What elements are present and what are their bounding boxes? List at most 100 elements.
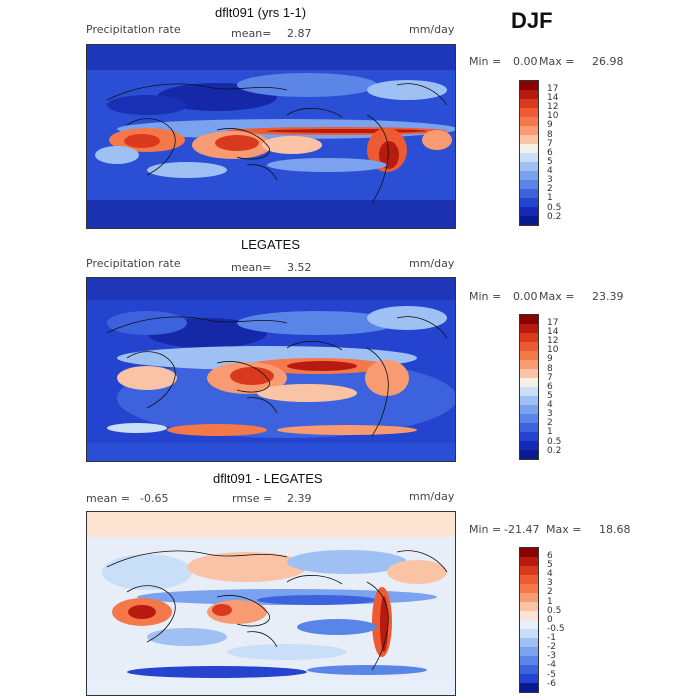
panel2-colorbar-tick-label: 7 (547, 373, 553, 383)
panel3-colorbar-tick-label: 2 (547, 587, 553, 597)
panel1-colorbar-seg (520, 108, 538, 117)
panel2-colorbar-seg (520, 450, 538, 459)
panel1-colorbar-seg (520, 126, 538, 135)
panel1-colorbar-tick-label: 7 (547, 139, 553, 149)
panel1-colorbar-seg (520, 216, 538, 225)
panel3-colorbar-seg (520, 638, 538, 647)
panel1-colorbar-tick-label: 9 (547, 120, 553, 130)
panel3-max-label: Max = (546, 523, 582, 536)
panel1-colorbar-seg (520, 207, 538, 216)
panel2-colorbar-tick-label: 10 (547, 345, 559, 355)
panel2-colorbar-tick-label: 2 (547, 418, 553, 428)
panel2-colorbar-seg (520, 432, 538, 441)
panel2-colorbar-seg (520, 360, 538, 369)
panel1-min-value: 0.00 (513, 55, 538, 68)
panel3-min-value: -21.47 (504, 523, 540, 536)
panel1-colorbar-tick-label: 14 (547, 93, 559, 103)
panel3-colorbar-tick-label: 4 (547, 569, 553, 579)
panel3-colorbar-tick-label: -2 (547, 642, 556, 652)
panel2-title: LEGATES (241, 237, 301, 252)
panel2-colorbar-tick-label: 0.5 (547, 437, 562, 447)
panel1-colorbar: 17 14 12 10 9 8 7 6 5 4 3 2 1 0.5 0.2 (519, 80, 561, 226)
panel3-difference-map (86, 511, 456, 696)
panel1-mean-value: 2.87 (287, 27, 312, 40)
panel2-variable-label: Precipitation rate (86, 257, 181, 270)
panel1-colorbar-seg (520, 171, 538, 180)
panel3-units: mm/day (409, 490, 455, 503)
panel2-colorbar-seg (520, 333, 538, 342)
panel1-colorbar-tick-label: 3 (547, 175, 553, 185)
panel3-colorbar-tick-label: -5 (547, 670, 556, 680)
panel3-min-label: Min = (469, 523, 502, 536)
panel2-colorbar-tick-label: 5 (547, 391, 553, 401)
panel3-colorbar-seg (520, 611, 538, 620)
panel1-colorbar-seg (520, 162, 538, 171)
panel1-colorbar-seg (520, 90, 538, 99)
panel2-colorbar-tick-label: 3 (547, 409, 553, 419)
panel1-max-label: Max = (539, 55, 575, 68)
panel2-colorbar-tick-label: 4 (547, 400, 553, 410)
panel3-colorbar-seg (520, 629, 538, 638)
panel3-colorbar-tick-label: 3 (547, 578, 553, 588)
panel2-colorbar-tick-label: 0.2 (547, 446, 562, 456)
panel2-colorbar-seg (520, 396, 538, 405)
panel3-colorbar-tick-label: -1 (547, 633, 556, 643)
season-label: DJF (511, 8, 553, 33)
panel3-colorbar-seg (520, 665, 538, 674)
panel3-colorbar: 6 5 4 3 2 1 0.5 0 -0.5 -1 -2 -3 -4 -5 -6 (519, 547, 565, 693)
panel2-colorbar-tick-label: 6 (547, 382, 553, 392)
panel2-mean-label: mean= (231, 261, 272, 274)
panel1-colorbar-tick-label: 12 (547, 102, 559, 112)
panel2-colorbar-tick-label: 8 (547, 364, 553, 374)
panel2-colorbar-seg (520, 378, 538, 387)
panel3-colorbar-tick-label: -4 (547, 660, 556, 670)
panel1-colorbar-tick-label: 0.2 (547, 212, 562, 222)
panel1-colorbar-seg (520, 144, 538, 153)
panel3-colorbar-seg (520, 656, 538, 665)
panel2-colorbar-seg (520, 387, 538, 396)
panel3-colorbar-seg (520, 566, 538, 575)
panel1-colorbar-seg (520, 153, 538, 162)
panel2-colorbar-seg (520, 423, 538, 432)
panel3-colorbar-seg (520, 548, 538, 557)
panel3-colorbar-seg (520, 575, 538, 584)
panel1-colorbar-tick-label: 1 (547, 193, 553, 203)
panel1-colorbar-tick-label: 17 (547, 84, 559, 94)
panel1-map-graphic (87, 45, 455, 228)
panel3-colorbar-seg (520, 620, 538, 629)
panel3-title: dflt091 - LEGATES (213, 471, 323, 486)
panel3-mean-value: -0.65 (140, 492, 169, 505)
panel3-colorbar-seg (520, 557, 538, 566)
panel1-min-label: Min = (469, 55, 502, 68)
panel2-colorbar-tick-label: 14 (547, 327, 559, 337)
panel2-colorbar-seg (520, 405, 538, 414)
panel1-colorbar-tick-label: 8 (547, 130, 553, 140)
panel2-colorbar-seg (520, 414, 538, 423)
panel3-colorbar-tick-label: -3 (547, 651, 556, 661)
panel2-precip-map (86, 277, 456, 462)
panel1-max-value: 26.98 (592, 55, 624, 68)
panel3-map-graphic (87, 512, 455, 695)
panel2-mean-value: 3.52 (287, 261, 312, 274)
panel2-colorbar-tick-label: 9 (547, 354, 553, 364)
panel1-units: mm/day (409, 23, 455, 36)
panel1-title: dflt091 (yrs 1-1) (215, 5, 307, 20)
panel2-colorbar-seg (520, 324, 538, 333)
panel3-colorbar-seg (520, 683, 538, 692)
panel1-variable-label: Precipitation rate (86, 23, 181, 36)
panel1-colorbar-seg (520, 99, 538, 108)
panel2-colorbar: 17 14 12 10 9 8 7 6 5 4 3 2 1 0.5 0.2 (519, 314, 561, 460)
panel3-colorbar-tick-label: 0 (547, 615, 553, 625)
panel1-colorbar-seg (520, 189, 538, 198)
panel2-colorbar-seg (520, 315, 538, 324)
panel2-min-label: Min = (469, 290, 502, 303)
panel1-colorbar-seg (520, 117, 538, 126)
panel2-max-value: 23.39 (592, 290, 624, 303)
panel1-precip-map (86, 44, 456, 229)
panel3-max-value: 18.68 (599, 523, 631, 536)
panel2-colorbar-tick-label: 12 (547, 336, 559, 346)
panel3-colorbar-tick-label: -0.5 (547, 624, 565, 634)
panel2-colorbar-seg (520, 441, 538, 450)
panel3-mean-label: mean = (86, 492, 130, 505)
panel3-rmse-value: 2.39 (287, 492, 312, 505)
